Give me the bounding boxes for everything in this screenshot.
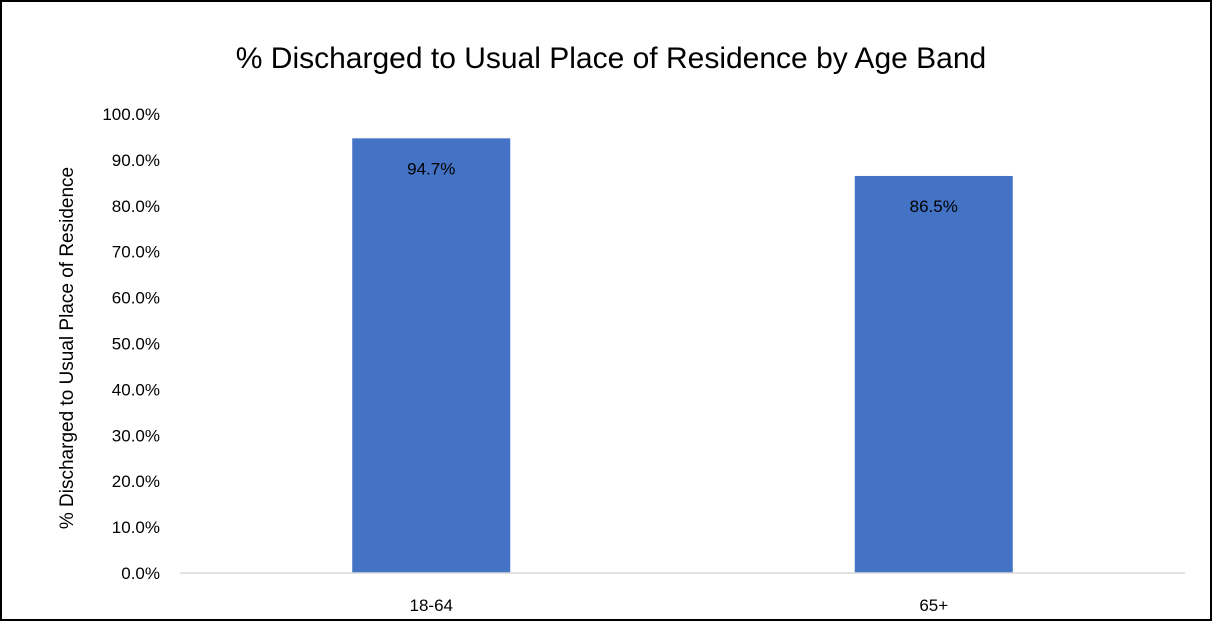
y-axis-label: % Discharged to Usual Place of Residence bbox=[57, 167, 78, 529]
y-tick-label: 30.0% bbox=[112, 426, 160, 445]
category-labels: 18-64 65+ bbox=[410, 596, 949, 615]
data-label: 86.5% bbox=[910, 197, 958, 216]
chart-title: % Discharged to Usual Place of Residence… bbox=[236, 42, 986, 75]
y-tick-label: 70.0% bbox=[112, 243, 160, 262]
y-tick-label: 0.0% bbox=[121, 564, 160, 583]
category-label: 65+ bbox=[919, 596, 948, 615]
y-tick-label: 10.0% bbox=[112, 518, 160, 537]
y-tick-label: 60.0% bbox=[112, 289, 160, 308]
y-tick-label: 100.0% bbox=[102, 105, 160, 124]
category-label: 18-64 bbox=[410, 596, 453, 615]
bars bbox=[352, 138, 1013, 573]
y-tick-label: 40.0% bbox=[112, 380, 160, 399]
y-tick-label: 90.0% bbox=[112, 151, 160, 170]
bar bbox=[352, 138, 511, 573]
bar bbox=[854, 175, 1013, 573]
y-tick-label: 80.0% bbox=[112, 197, 160, 216]
y-tick-label: 50.0% bbox=[112, 335, 160, 354]
data-label: 94.7% bbox=[407, 159, 455, 178]
data-labels: 94.7% 86.5% bbox=[407, 159, 958, 216]
y-tick-label: 20.0% bbox=[112, 472, 160, 491]
y-tick-labels: 0.0% 10.0% 20.0% 30.0% 40.0% 50.0% 60.0% 70.0% 8… bbox=[102, 105, 160, 583]
